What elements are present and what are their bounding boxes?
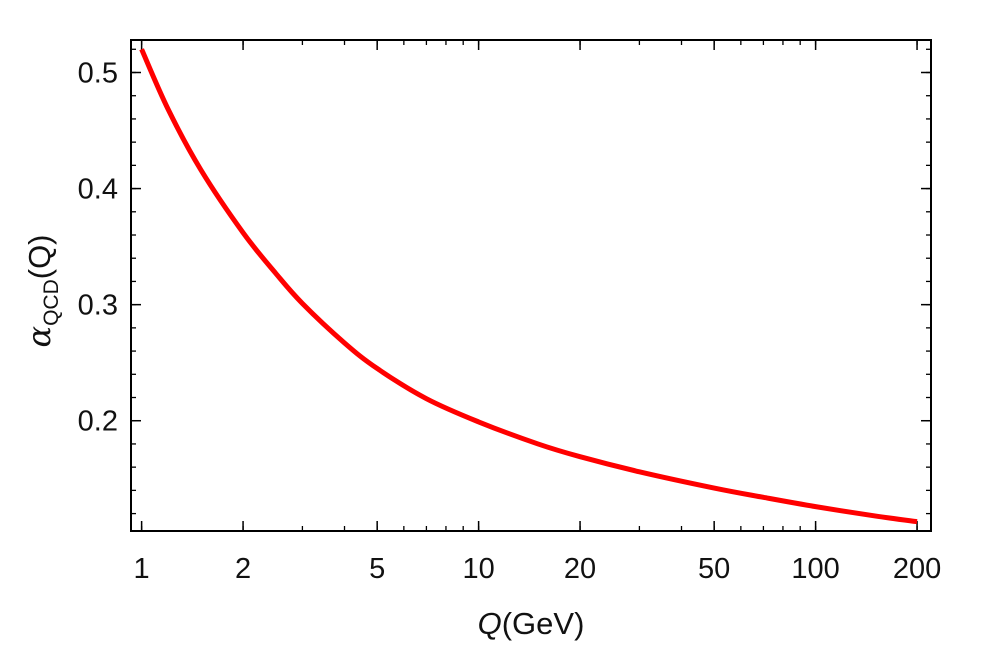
y-tick-label: 0.5 <box>78 58 118 90</box>
x-tick-label: 5 <box>369 553 385 585</box>
x-tick-label: 200 <box>893 553 941 585</box>
x-axis-label: Q(GeV) <box>478 606 585 641</box>
y-axis-subscript: QCD <box>40 279 63 326</box>
x-tick-label: 2 <box>235 553 251 585</box>
series-line <box>139 48 918 525</box>
y-tick-label: 0.4 <box>78 174 118 206</box>
y-axis-label: αQCD(Q) <box>20 234 63 347</box>
x-axis-variable: Q <box>478 606 502 641</box>
x-tick-label: 50 <box>698 553 730 585</box>
x-tick-label: 10 <box>462 553 494 585</box>
x-tick-label: 20 <box>564 553 596 585</box>
y-axis-symbol: α <box>20 326 58 348</box>
tick-labels-layer: 1 2 5 10 20 50 100 200 0.2 0.3 0.4 0.5 <box>78 58 942 585</box>
x-tick-label: 100 <box>791 553 839 585</box>
ticks-layer <box>131 40 931 531</box>
x-tick-label: 1 <box>134 553 150 585</box>
plot-frame <box>130 39 932 532</box>
y-tick-label: 0.2 <box>78 406 118 438</box>
y-axis-argument: (Q) <box>22 234 57 279</box>
x-axis-unit: (GeV) <box>502 606 585 641</box>
series-layer <box>139 48 918 525</box>
y-tick-label: 0.3 <box>78 290 118 322</box>
